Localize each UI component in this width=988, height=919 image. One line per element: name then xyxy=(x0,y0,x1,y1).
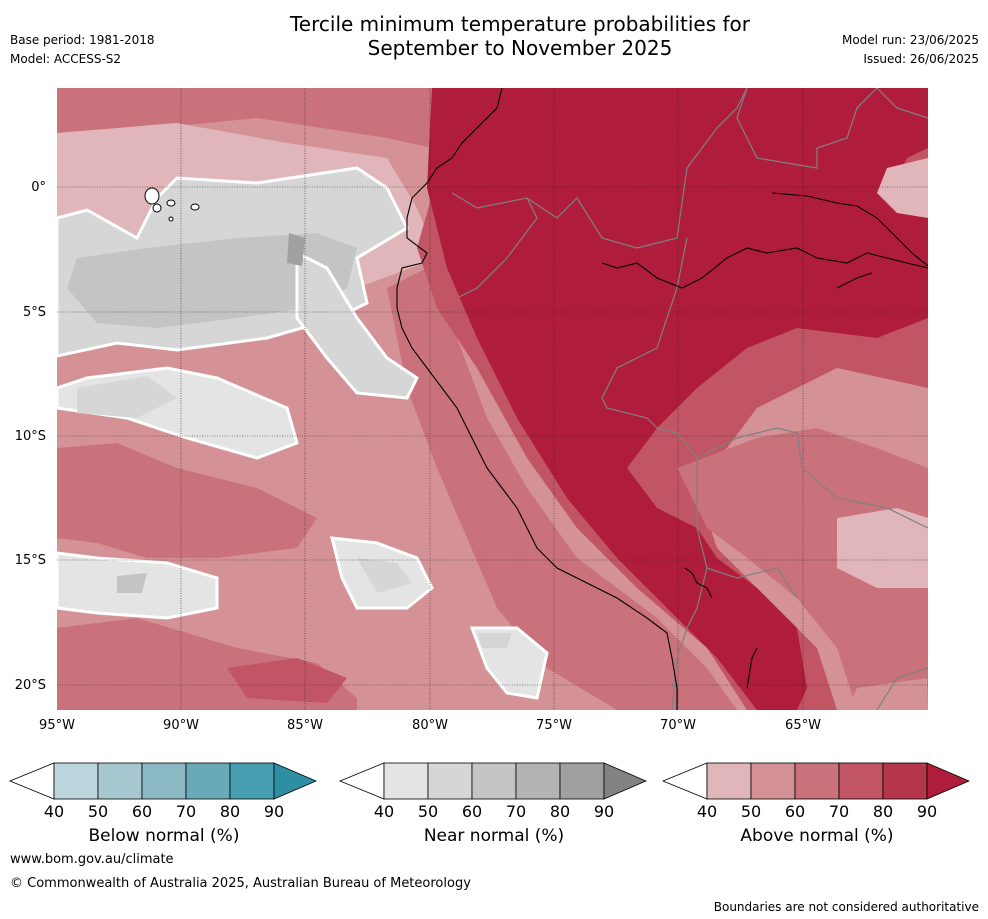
lon-label-95w: 95°W xyxy=(39,718,75,733)
near-normal-tick-50: 50 xyxy=(417,802,439,821)
below-normal-tick-50: 50 xyxy=(87,802,109,821)
above-normal-tick-80: 80 xyxy=(872,802,894,821)
lon-label-75w: 75°W xyxy=(536,718,572,733)
above-normal-swatch-50 xyxy=(750,762,796,800)
above-normal-swatch-40 xyxy=(706,762,752,800)
near-normal-swatch-80 xyxy=(559,762,605,800)
above-normal-swatches xyxy=(706,762,928,800)
near-normal-high-extend xyxy=(603,762,648,800)
near-normal-title: Near normal (%) xyxy=(423,826,565,846)
near-normal-60-region-1 xyxy=(67,233,357,328)
below-normal-low-extend xyxy=(8,762,55,800)
above-normal-50-southeast xyxy=(837,508,928,588)
title-line-1: Tercile minimum temperature probabilitie… xyxy=(289,12,751,36)
above-normal-title: Above normal (%) xyxy=(740,826,894,846)
near-normal-50-region-3 xyxy=(77,376,177,418)
website-link[interactable]: www.bom.gov.au/climate xyxy=(10,852,174,867)
below-normal-title: Below normal (%) xyxy=(88,826,240,846)
near-normal-50-region-2 xyxy=(295,250,419,400)
near-normal-swatches xyxy=(383,762,605,800)
above-normal-tick-50: 50 xyxy=(740,802,762,821)
below-normal-swatches xyxy=(53,762,275,800)
above-normal-tick-40: 40 xyxy=(696,802,718,821)
near-normal-swatch-60 xyxy=(471,762,517,800)
above-normal-swatch-60 xyxy=(794,762,840,800)
above-normal-70-southeast xyxy=(677,428,928,710)
below-normal-tick-40: 40 xyxy=(43,802,65,821)
near-normal-tick-40: 40 xyxy=(373,802,395,821)
lat-label-15s: 15°S xyxy=(14,553,46,568)
near-normal-50-region-5 xyxy=(357,558,412,593)
near-normal-tick-80: 80 xyxy=(549,802,571,821)
below-normal-swatch-80 xyxy=(229,762,275,800)
near-normal-tick-60: 60 xyxy=(461,802,483,821)
above-normal-high-extend xyxy=(926,762,971,800)
lat-label-5s: 5°S xyxy=(22,305,46,320)
above-normal-tick-70: 70 xyxy=(828,802,850,821)
lon-label-85w: 85°W xyxy=(287,718,323,733)
map-title: Tercile minimum temperature probabilitie… xyxy=(240,12,800,60)
near-normal-swatch-40 xyxy=(383,762,429,800)
lat-label-10s: 10°S xyxy=(14,429,46,444)
map-canvas xyxy=(57,88,928,710)
above-normal-low-extend xyxy=(661,762,708,800)
model-run-text: Model run: 23/06/2025 xyxy=(841,33,979,47)
above-normal-swatch-70 xyxy=(838,762,884,800)
near-normal-swatch-70 xyxy=(515,762,561,800)
near-normal-60-region-4 xyxy=(117,573,147,593)
lon-label-80w: 80°W xyxy=(412,718,448,733)
coastlines xyxy=(396,88,928,710)
near-normal-colorbar xyxy=(338,762,648,800)
below-normal-swatch-50 xyxy=(97,762,143,800)
below-normal-tick-80: 80 xyxy=(219,802,241,821)
near-normal-50-region-6 xyxy=(477,633,512,648)
lat-label-0: 0° xyxy=(31,180,46,195)
above-normal-70-patch-1 xyxy=(57,443,317,558)
below-normal-swatch-40 xyxy=(53,762,99,800)
galapagos-islands xyxy=(144,187,200,222)
base-period-text: Base period: 1981-2018 xyxy=(10,33,155,47)
above-normal-50-northeast xyxy=(877,158,928,218)
below-normal-swatch-70 xyxy=(185,762,231,800)
lon-label-70w: 70°W xyxy=(660,718,696,733)
copyright-text: © Commonwealth of Australia 2025, Austra… xyxy=(10,876,471,891)
country-boundaries xyxy=(451,88,928,710)
map-graticule xyxy=(57,88,928,710)
below-normal-swatch-60 xyxy=(141,762,187,800)
model-text: Model: ACCESS-S2 xyxy=(10,52,122,66)
above-normal-tick-60: 60 xyxy=(784,802,806,821)
near-normal-tick-70: 70 xyxy=(505,802,527,821)
issued-text: Issued: 26/06/2025 xyxy=(863,52,979,66)
lon-label-65w: 65°W xyxy=(785,718,821,733)
below-normal-tick-70: 70 xyxy=(175,802,197,821)
lon-label-90w: 90°W xyxy=(163,718,199,733)
above-normal-80-south xyxy=(227,658,347,703)
below-normal-tick-90: 90 xyxy=(263,802,285,821)
above-normal-swatch-80 xyxy=(882,762,928,800)
below-normal-tick-60: 60 xyxy=(131,802,153,821)
near-normal-swatch-50 xyxy=(427,762,473,800)
near-normal-80-spot xyxy=(287,233,305,266)
near-normal-low-extend xyxy=(338,762,385,800)
below-normal-high-extend xyxy=(273,762,318,800)
probability-map xyxy=(57,88,928,710)
disclaimer-text: Boundaries are not considered authoritat… xyxy=(713,900,979,914)
above-normal-colorbar xyxy=(661,762,971,800)
near-normal-tick-90: 90 xyxy=(593,802,615,821)
title-line-2: September to November 2025 xyxy=(367,36,673,60)
above-normal-tick-90: 90 xyxy=(916,802,938,821)
lat-label-20s: 20°S xyxy=(14,678,46,693)
below-normal-colorbar xyxy=(8,762,318,800)
